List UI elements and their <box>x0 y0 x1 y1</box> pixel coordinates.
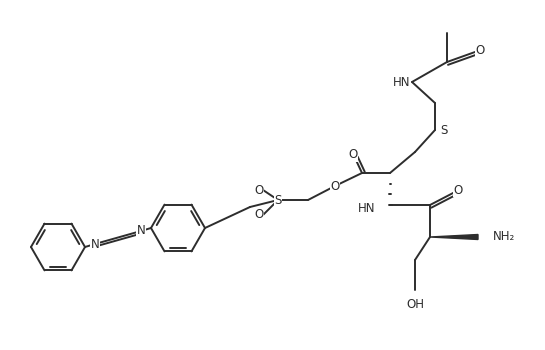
Text: O: O <box>255 183 264 196</box>
Text: HN: HN <box>358 202 375 215</box>
Text: O: O <box>330 180 340 193</box>
Polygon shape <box>430 234 478 239</box>
Text: O: O <box>348 148 358 161</box>
Text: O: O <box>255 209 264 222</box>
Text: S: S <box>274 194 282 206</box>
Text: O: O <box>475 43 485 56</box>
Text: O: O <box>453 183 463 196</box>
Text: NH₂: NH₂ <box>493 231 515 244</box>
Text: N: N <box>137 224 146 238</box>
Text: OH: OH <box>406 299 424 312</box>
Text: S: S <box>440 124 447 136</box>
Text: HN: HN <box>392 76 410 89</box>
Text: N: N <box>90 238 99 251</box>
